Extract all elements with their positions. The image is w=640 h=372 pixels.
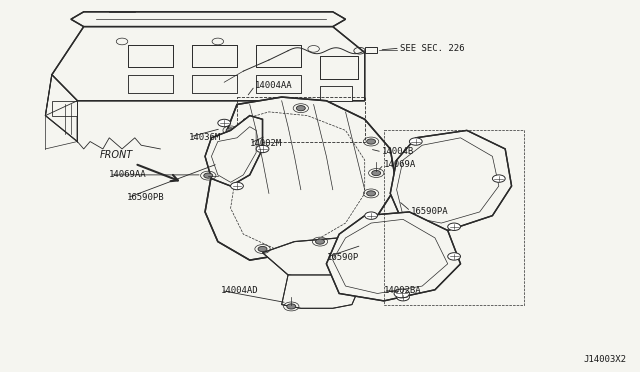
- Polygon shape: [320, 56, 358, 78]
- Text: 14002M: 14002M: [250, 139, 282, 148]
- Text: FRONT: FRONT: [100, 150, 133, 160]
- Circle shape: [372, 170, 381, 176]
- Circle shape: [256, 145, 269, 153]
- Circle shape: [397, 294, 410, 301]
- Text: 14004B: 14004B: [382, 147, 414, 156]
- Polygon shape: [52, 101, 77, 116]
- Circle shape: [448, 223, 461, 231]
- Circle shape: [410, 138, 422, 145]
- Circle shape: [296, 106, 305, 111]
- Polygon shape: [326, 212, 461, 301]
- Circle shape: [365, 212, 378, 219]
- Text: 14069AA: 14069AA: [109, 170, 147, 179]
- Circle shape: [218, 119, 230, 127]
- Polygon shape: [52, 27, 365, 101]
- Text: SEE SEC. 226: SEE SEC. 226: [400, 44, 465, 52]
- Circle shape: [316, 239, 324, 244]
- Circle shape: [204, 173, 212, 178]
- Circle shape: [258, 246, 267, 251]
- Text: 14069A: 14069A: [384, 160, 416, 169]
- Polygon shape: [71, 12, 346, 27]
- Polygon shape: [256, 75, 301, 93]
- Circle shape: [492, 175, 505, 182]
- Text: 14036M: 14036M: [189, 132, 221, 142]
- Polygon shape: [320, 86, 352, 101]
- Text: J14003X2: J14003X2: [584, 355, 627, 364]
- Text: 14004AD: 14004AD: [221, 286, 259, 295]
- Polygon shape: [192, 45, 237, 67]
- Circle shape: [226, 128, 235, 133]
- Text: 16590PA: 16590PA: [411, 207, 448, 216]
- Polygon shape: [192, 75, 237, 93]
- Polygon shape: [256, 45, 301, 67]
- Text: 16590PB: 16590PB: [127, 193, 164, 202]
- Circle shape: [394, 289, 410, 298]
- Circle shape: [367, 139, 376, 144]
- Polygon shape: [129, 75, 173, 93]
- Polygon shape: [45, 75, 77, 141]
- Polygon shape: [262, 238, 371, 282]
- Text: 16590P: 16590P: [326, 253, 358, 262]
- Text: 14002BA: 14002BA: [384, 286, 422, 295]
- Text: 14004AA: 14004AA: [255, 81, 292, 90]
- Circle shape: [448, 253, 461, 260]
- Polygon shape: [205, 97, 397, 260]
- Circle shape: [230, 182, 243, 190]
- Polygon shape: [390, 131, 511, 231]
- Polygon shape: [129, 45, 173, 67]
- Circle shape: [287, 304, 296, 309]
- Circle shape: [367, 191, 376, 196]
- Polygon shape: [205, 116, 262, 186]
- Polygon shape: [365, 47, 378, 53]
- Polygon shape: [282, 275, 365, 308]
